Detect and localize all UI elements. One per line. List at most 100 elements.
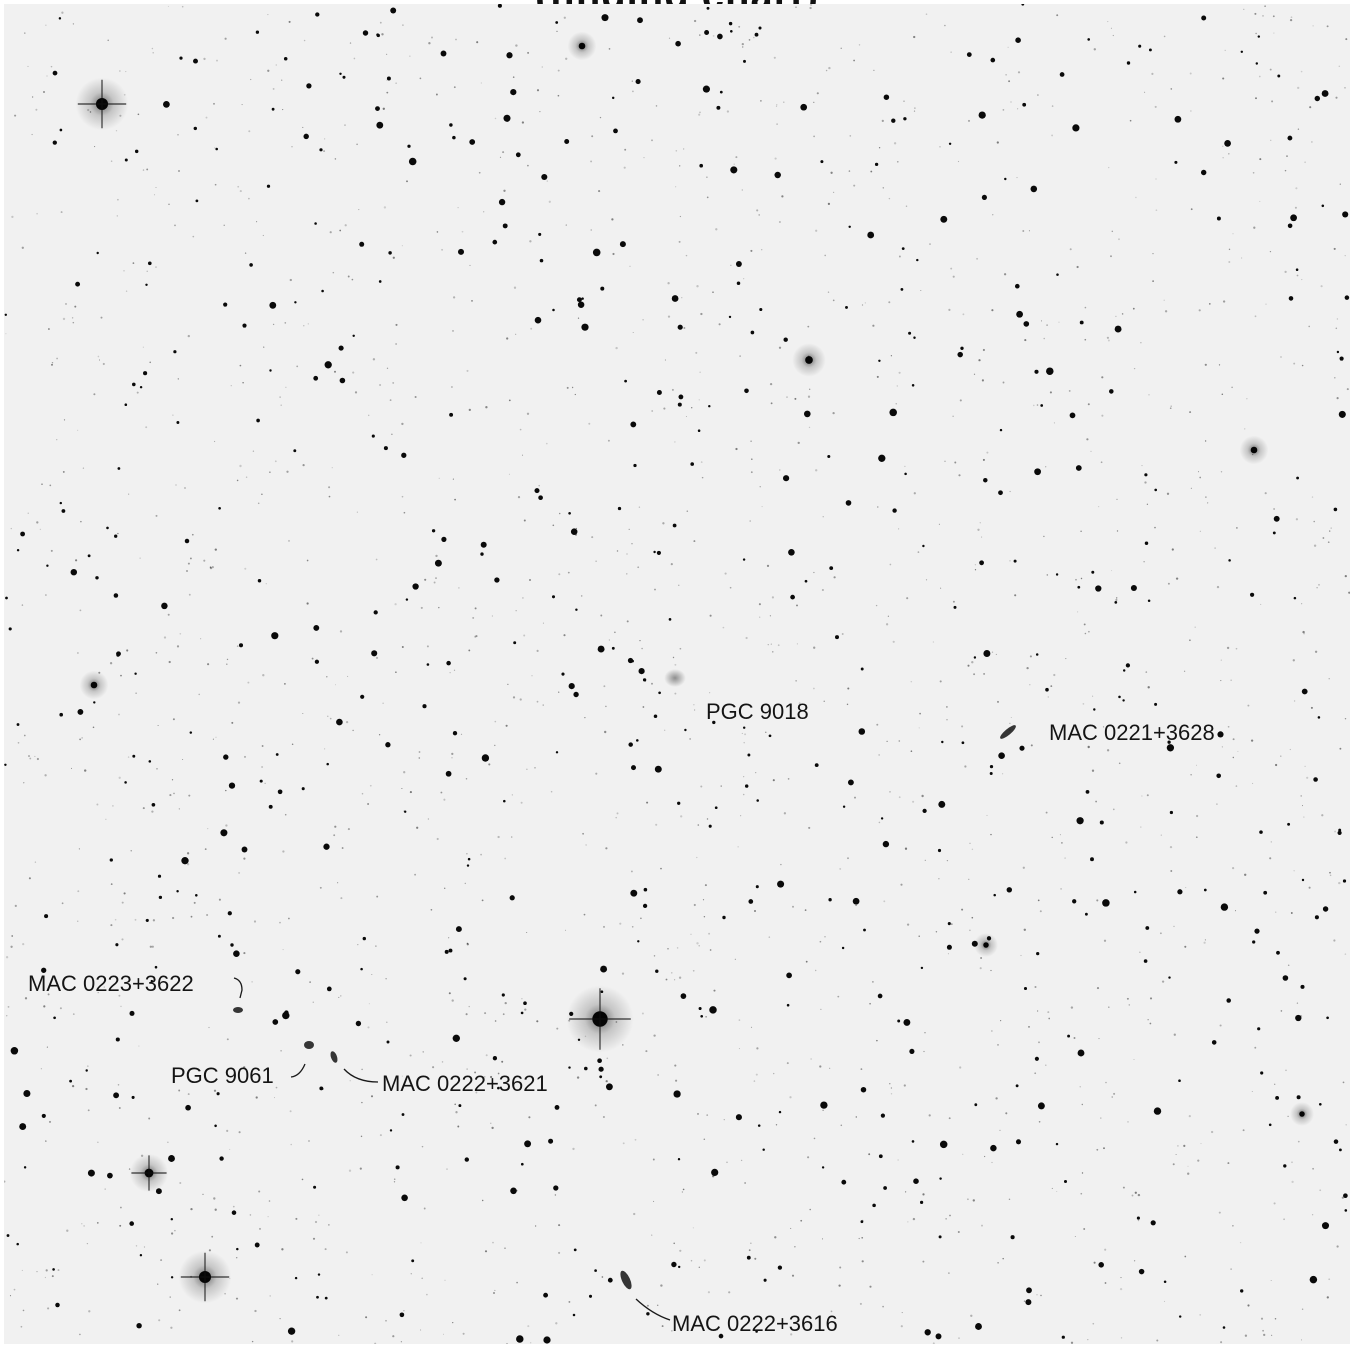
faint-star [895, 403, 897, 405]
faint-star [571, 386, 574, 389]
faint-star [63, 419, 66, 421]
faint-star [57, 1269, 60, 1272]
star [1257, 1027, 1261, 1031]
faint-star [117, 532, 119, 535]
faint-star [1104, 1282, 1107, 1284]
faint-star [1280, 755, 1282, 757]
faint-star [291, 146, 293, 148]
star [1168, 976, 1171, 979]
faint-star [1319, 1189, 1322, 1192]
faint-star [521, 596, 524, 599]
faint-star [900, 883, 903, 886]
faint-star [959, 399, 962, 402]
faint-star [284, 683, 286, 685]
faint-star [291, 743, 294, 746]
faint-star [665, 978, 668, 981]
faint-star [1075, 578, 1077, 581]
star [440, 50, 447, 57]
faint-star [683, 148, 685, 150]
faint-star [323, 150, 326, 153]
faint-star [809, 4, 813, 6]
faint-star [395, 323, 398, 326]
star [783, 337, 788, 342]
faint-star [674, 441, 676, 443]
faint-star [1048, 1017, 1051, 1020]
faint-star [481, 1199, 484, 1202]
faint-star [1053, 422, 1055, 424]
faint-star [365, 1316, 368, 1319]
faint-star [991, 309, 994, 312]
faint-star [1010, 101, 1012, 103]
faint-star [1154, 526, 1156, 529]
faint-star [375, 656, 379, 660]
faint-star [824, 936, 826, 938]
faint-star [191, 533, 194, 536]
faint-star [1028, 230, 1030, 232]
faint-star [203, 559, 206, 562]
bright-star [567, 31, 597, 61]
faint-star [142, 807, 145, 810]
faint-star [724, 572, 727, 575]
faint-star [118, 994, 121, 997]
faint-star [830, 171, 833, 174]
faint-star [611, 218, 614, 221]
faint-star [179, 632, 182, 635]
faint-star [1084, 632, 1087, 635]
faint-star [1297, 86, 1300, 90]
faint-star [207, 663, 210, 666]
faint-star [786, 1062, 789, 1065]
faint-star [695, 351, 698, 354]
faint-star [81, 1223, 83, 1225]
faint-star [229, 1148, 231, 1150]
faint-star [223, 224, 225, 226]
faint-star [209, 566, 213, 570]
faint-star [824, 254, 827, 257]
faint-star [97, 355, 100, 358]
star [534, 316, 542, 324]
faint-star [1024, 339, 1027, 342]
faint-star [1344, 87, 1346, 89]
star [1015, 37, 1021, 44]
faint-star [517, 496, 521, 499]
faint-star [588, 422, 591, 425]
faint-star [510, 836, 513, 838]
faint-star [110, 883, 113, 885]
faint-star [1255, 97, 1257, 100]
star [466, 864, 470, 867]
faint-star [580, 595, 583, 597]
faint-star [774, 1236, 777, 1239]
star [408, 157, 417, 166]
star [677, 1157, 681, 1161]
star [444, 949, 449, 954]
faint-star [1232, 756, 1235, 759]
faint-star [1147, 686, 1150, 689]
faint-star [288, 917, 290, 920]
star [1216, 773, 1221, 779]
star [706, 6, 710, 10]
faint-star [400, 1341, 403, 1343]
faint-star [1133, 1260, 1136, 1262]
faint-star [840, 1124, 843, 1127]
star [10, 1047, 19, 1055]
faint-star [1173, 1033, 1176, 1036]
faint-star [708, 932, 711, 935]
faint-star [607, 439, 610, 442]
star [324, 1296, 328, 1300]
faint-star [928, 1114, 931, 1117]
faint-star [853, 184, 856, 187]
star [922, 544, 925, 548]
star [1249, 592, 1255, 597]
faint-star [656, 1304, 659, 1307]
faint-star [452, 478, 454, 480]
faint-star [244, 567, 247, 570]
faint-star [1064, 857, 1066, 859]
faint-star [50, 549, 53, 552]
faint-star [149, 361, 151, 364]
faint-star [97, 1141, 99, 1143]
faint-star [505, 724, 508, 727]
faint-star [913, 492, 916, 495]
faint-star [872, 981, 874, 983]
faint-star [178, 170, 180, 172]
star [1277, 74, 1281, 78]
faint-star [1285, 1069, 1287, 1072]
